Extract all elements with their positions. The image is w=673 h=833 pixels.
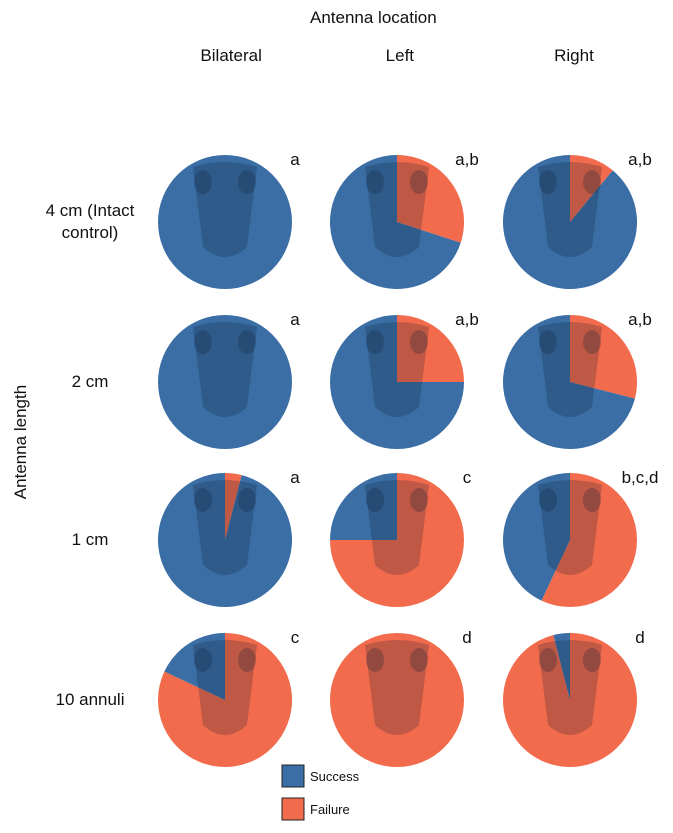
head-eye <box>410 488 428 512</box>
head-eye <box>238 488 256 512</box>
legend-swatch <box>281 764 305 788</box>
row-label: 1 cm <box>71 530 109 549</box>
head-silhouette <box>538 640 602 735</box>
significance-label: b,c,d <box>622 468 659 487</box>
significance-label: a <box>290 150 300 169</box>
pie-slice <box>330 473 397 540</box>
head-eye <box>366 648 384 672</box>
head-silhouette <box>365 640 429 735</box>
head-silhouette <box>365 480 429 575</box>
pie-slice <box>157 633 292 767</box>
legend-label: Failure <box>310 802 350 817</box>
pie-slice <box>541 473 638 607</box>
significance-label: a <box>290 310 300 329</box>
head-eye <box>194 488 212 512</box>
significance-label: a,b <box>628 310 652 329</box>
head-eye <box>410 330 428 354</box>
significance-label: a,b <box>455 310 479 329</box>
head-eye <box>539 648 557 672</box>
pie-slice <box>330 633 464 767</box>
pie-slice <box>503 315 635 449</box>
column-label: Bilateral <box>200 46 262 65</box>
pie-slice <box>503 473 570 601</box>
pie-slice <box>397 155 464 243</box>
row-axis-label: Antenna length <box>11 384 31 500</box>
head-silhouette <box>538 162 602 257</box>
legend-label: Success <box>310 769 360 784</box>
pie-slice <box>158 315 292 449</box>
pie-slice <box>158 155 292 289</box>
head-eye <box>366 170 384 194</box>
significance-label: a,b <box>628 150 652 169</box>
legend-swatch <box>281 797 305 821</box>
pie-slice <box>553 633 570 700</box>
head-eye <box>583 488 601 512</box>
column-label: Left <box>385 46 415 65</box>
head-eye <box>366 488 384 512</box>
head-silhouette <box>538 480 602 575</box>
head-silhouette <box>365 162 429 257</box>
pie-slice <box>164 633 225 700</box>
head-eye <box>238 648 256 672</box>
significance-label: a,b <box>455 150 479 169</box>
head-eye <box>583 170 601 194</box>
head-eye <box>410 170 428 194</box>
head-eye <box>194 330 212 354</box>
chart-title: Antenna location <box>310 8 437 27</box>
row-label: 10 annuli <box>55 690 125 709</box>
head-silhouette <box>538 322 602 417</box>
head-eye <box>539 330 557 354</box>
significance-label: c <box>463 468 472 487</box>
head-silhouette <box>193 640 257 735</box>
pie-slice <box>329 155 461 289</box>
head-eye <box>410 648 428 672</box>
significance-label: d <box>462 628 471 647</box>
pie-slice <box>397 315 464 382</box>
head-silhouette <box>193 322 257 417</box>
head-eye <box>539 488 557 512</box>
significance-label: d <box>635 628 644 647</box>
head-silhouette <box>193 162 257 257</box>
pie-slice <box>570 155 613 222</box>
head-silhouette <box>365 322 429 417</box>
head-eye <box>238 330 256 354</box>
head-silhouette <box>193 480 257 575</box>
row-label: 4 cm (Intact control) <box>45 201 135 242</box>
pie-slice <box>570 315 638 399</box>
pie-slice <box>330 315 464 449</box>
head-eye <box>366 330 384 354</box>
column-label: Right <box>554 46 594 65</box>
head-eye <box>238 170 256 194</box>
head-eye <box>583 648 601 672</box>
pie-slice <box>502 155 637 289</box>
head-eye <box>539 170 557 194</box>
pie-slice <box>225 473 242 540</box>
significance-label: c <box>291 628 300 647</box>
significance-label: a <box>290 468 300 487</box>
head-eye <box>583 330 601 354</box>
head-eye <box>194 648 212 672</box>
pie-slice <box>158 473 293 608</box>
row-label: 2 cm <box>71 372 109 391</box>
head-eye <box>194 170 212 194</box>
